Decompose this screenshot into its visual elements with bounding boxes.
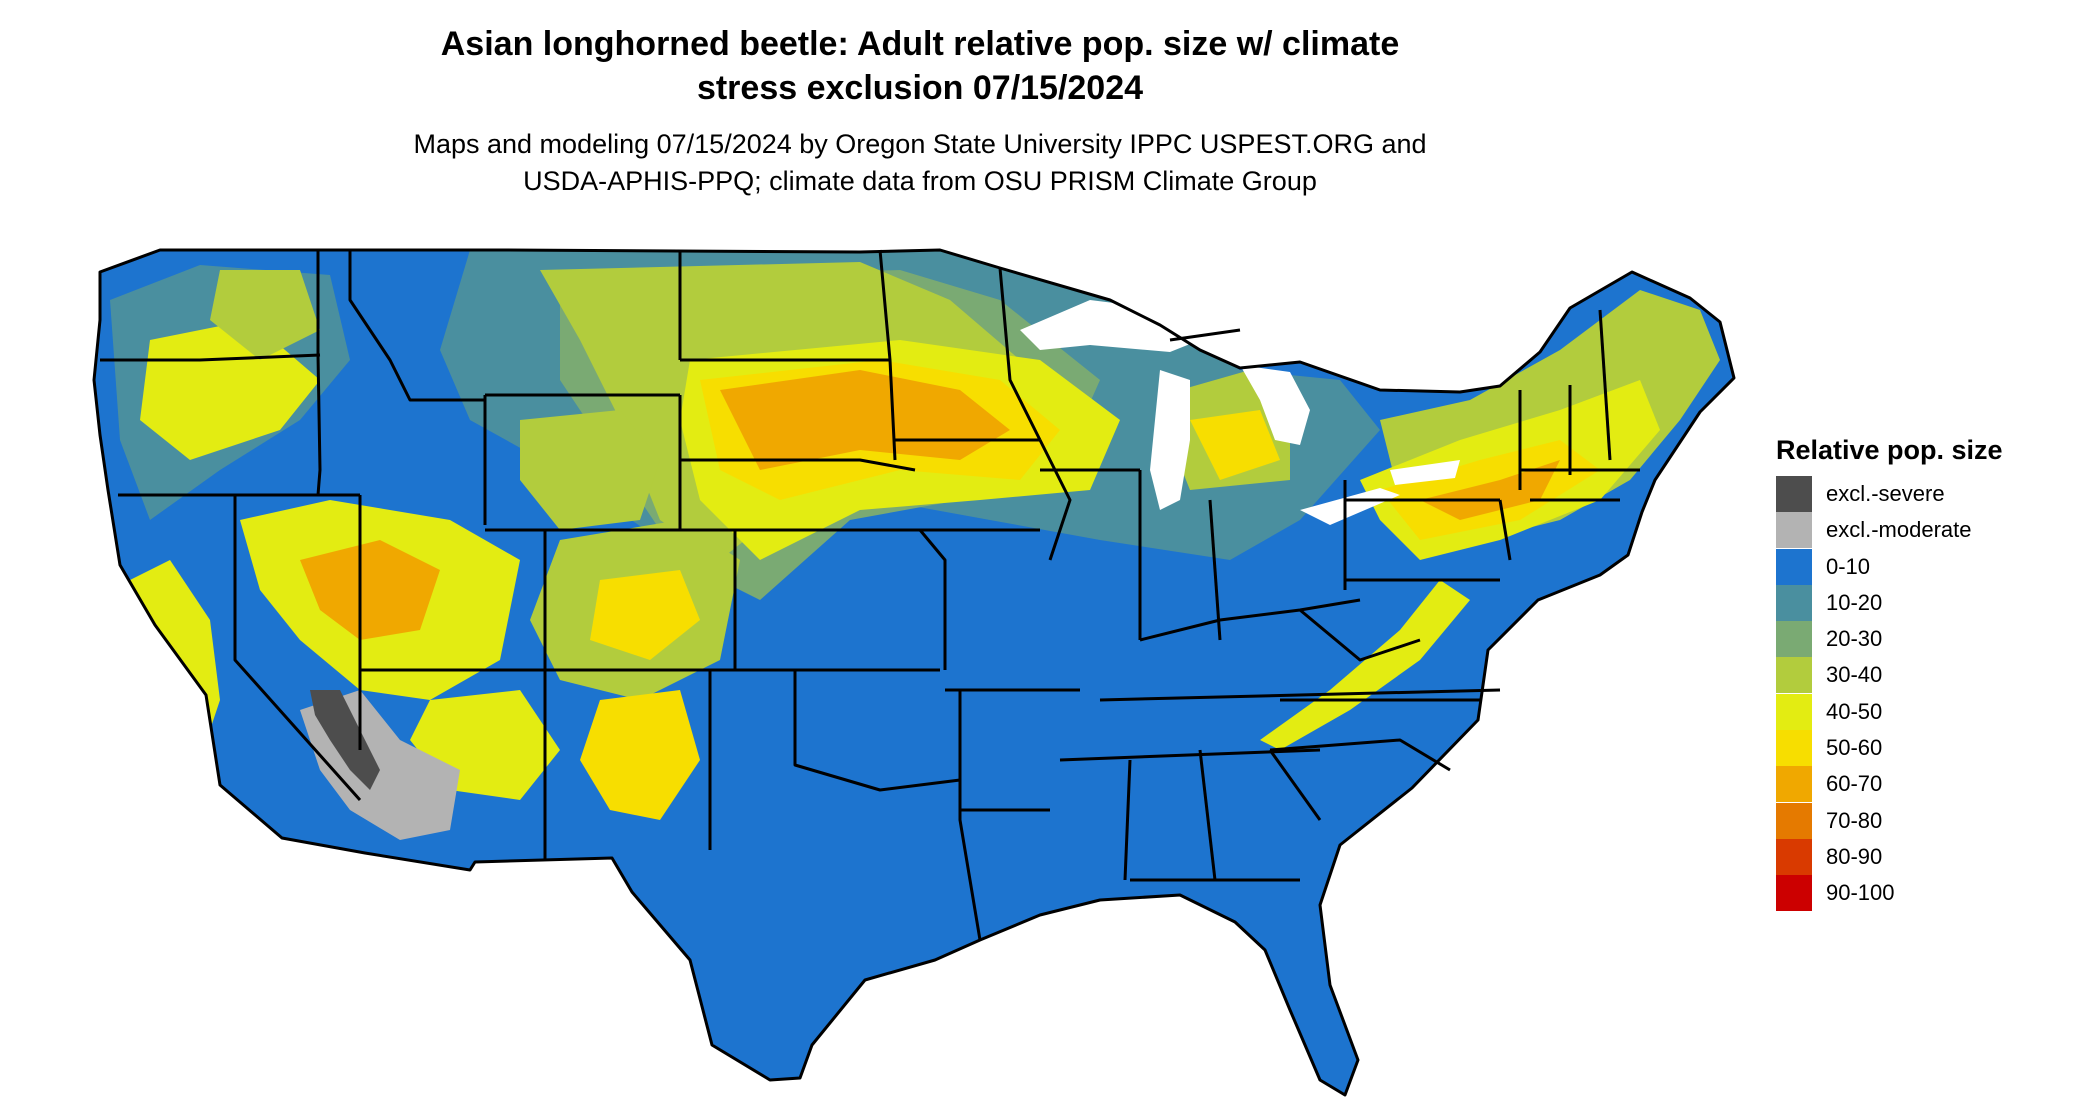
border-mi-peninsula [1169, 328, 1241, 342]
map-subtitle-line-1: Maps and modeling 07/15/2024 by Oregon S… [413, 129, 1427, 159]
legend-item-20-30: 20-30 [1776, 621, 2003, 658]
border-nh-me [1598, 309, 1612, 461]
legend-items: excl.-severe excl.-moderate 0-10 10-20 2… [1776, 476, 2003, 912]
legend-item-50-60: 50-60 [1776, 730, 2003, 767]
border-ky-tn [1099, 688, 1501, 702]
border-in-oh [1208, 499, 1222, 641]
border-id-west [316, 250, 322, 496]
legend: Relative pop. size excl.-severe excl.-mo… [1776, 432, 2003, 912]
legend-item-90-100: 90-100 [1776, 875, 2003, 912]
border-tn-south [1059, 748, 1321, 762]
border-ga-sc [1268, 749, 1322, 821]
legend-swatch-40-50 [1776, 693, 1812, 730]
us-map [92, 248, 1736, 1097]
border-al-ga [1198, 749, 1217, 881]
lake-erie [1300, 488, 1400, 525]
map-subtitle: Maps and modeling 07/15/2024 by Oregon S… [0, 126, 1840, 200]
border-ks-mo [918, 529, 947, 670]
legend-label-excl-moderate: excl.-moderate [1826, 517, 1972, 543]
legend-item-0-10: 0-10 [1776, 548, 2003, 585]
state-boundaries [92, 248, 1736, 1097]
lake-michigan [1150, 370, 1190, 510]
legend-item-10-20: 10-20 [1776, 584, 2003, 621]
legend-swatch-10-20 [1776, 584, 1812, 621]
map-title-line-2: stress exclusion 07/15/2024 [696, 69, 1144, 107]
legend-label-0-10: 0-10 [1826, 553, 1871, 579]
zone-west-great-basin-orange [300, 540, 440, 640]
zone-60-70-ny [1420, 460, 1560, 520]
legend-item-70-80: 70-80 [1776, 802, 2003, 839]
legend-label-60-70: 60-70 [1826, 771, 1883, 797]
legend-label-20-30: 20-30 [1826, 626, 1883, 652]
border-wa-or [100, 353, 321, 362]
map-title: Asian longhorned beetle: Adult relative … [0, 22, 1840, 110]
legend-item-excl-moderate: excl.-moderate [1776, 512, 2003, 549]
border-wv-va [1299, 608, 1421, 662]
border-la-tx [958, 690, 982, 941]
legend-label-50-60: 50-60 [1826, 735, 1883, 761]
population-raster [94, 250, 1734, 1095]
border-ky-north [1139, 598, 1361, 642]
border-ia-il [1038, 439, 1072, 561]
legend-swatch-60-70 [1776, 766, 1812, 803]
legend-label-excl-severe: excl.-severe [1826, 481, 1945, 506]
legend-label-10-20: 10-20 [1826, 589, 1883, 615]
border-ms-al [1123, 759, 1132, 881]
us-outline [92, 248, 1736, 1097]
zone-west-colorado-yellow [590, 570, 700, 660]
map-subtitle-line-2: USDA-APHIS-PPQ; climate data from OSU PR… [523, 166, 1317, 196]
legend-label-90-100: 90-100 [1826, 880, 1895, 906]
legend-swatch-excl-severe [1776, 476, 1812, 512]
legend-label-30-40: 30-40 [1826, 662, 1883, 688]
zone-60-70-plains [720, 370, 1010, 470]
legend-swatch-0-10 [1776, 548, 1812, 585]
legend-label-70-80: 70-80 [1826, 807, 1883, 833]
legend-label-80-90: 80-90 [1826, 843, 1883, 869]
legend-swatch-excl-moderate [1776, 512, 1812, 549]
zone-west-oregon [140, 320, 320, 460]
legend-swatch-90-100 [1776, 875, 1812, 912]
border-mn-wi [998, 267, 1042, 441]
border-id-mt [348, 250, 485, 402]
legend-swatch-70-80 [1776, 802, 1812, 839]
zone-40-50-appalachia [1260, 580, 1470, 750]
zone-excl-severe [310, 690, 380, 790]
zone-west-idaho [210, 270, 320, 360]
legend-item-30-40: 30-40 [1776, 657, 2003, 694]
border-dakotas-mn [878, 249, 897, 461]
legend-item-60-70: 60-70 [1776, 766, 2003, 803]
border-ny-nj [1498, 499, 1512, 561]
border-ca-nv [233, 495, 362, 801]
border-sd-ne [680, 458, 916, 472]
legend-item-80-90: 80-90 [1776, 838, 2003, 875]
legend-item-excl-severe: excl.-severe [1776, 476, 2003, 512]
lake-huron [1240, 365, 1310, 445]
legend-label-40-50: 40-50 [1826, 698, 1883, 724]
border-nc-sc [1269, 738, 1451, 772]
legend-swatch-20-30 [1776, 621, 1812, 658]
legend-item-40-50: 40-50 [1776, 693, 2003, 730]
zone-west-wyoming [520, 410, 660, 530]
legend-swatch-50-60 [1776, 730, 1812, 767]
zone-west-new-mexico [580, 690, 700, 820]
legend-swatch-30-40 [1776, 657, 1812, 694]
legend-title: Relative pop. size [1776, 435, 2003, 465]
zone-50-60-michigan [1190, 410, 1280, 480]
lake-ontario [1390, 460, 1460, 485]
map-title-line-1: Asian longhorned beetle: Adult relative … [440, 25, 1400, 63]
border-ok-tx [710, 668, 961, 792]
legend-swatch-80-90 [1776, 838, 1812, 875]
